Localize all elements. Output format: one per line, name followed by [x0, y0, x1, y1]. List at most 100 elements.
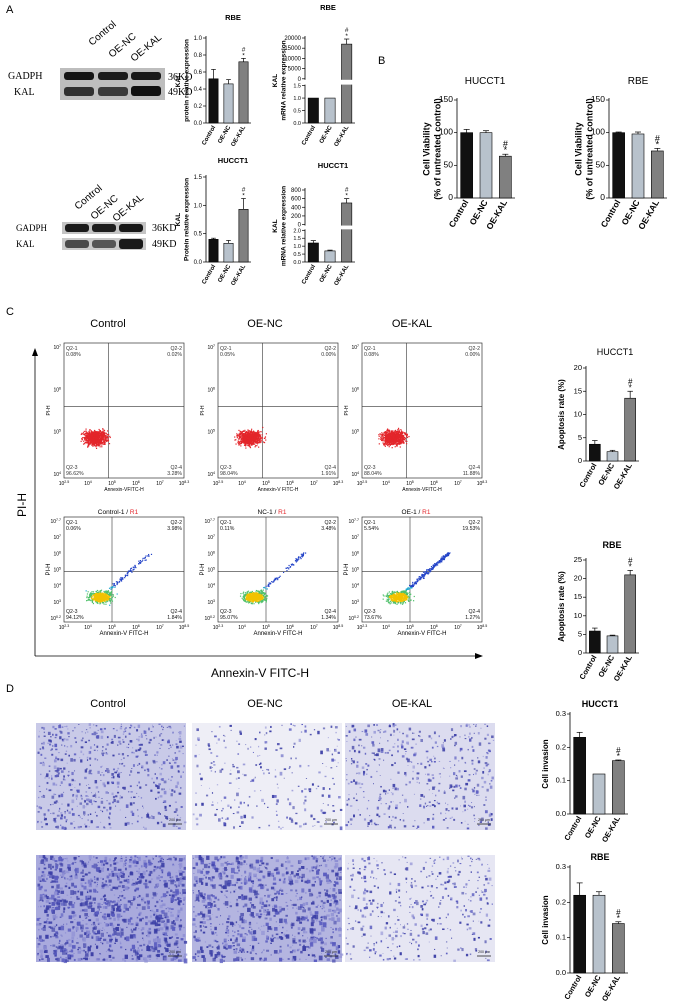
- event-dot: [435, 565, 437, 567]
- event-dot: [245, 441, 248, 443]
- event-dot: [88, 596, 90, 599]
- event-dot: [295, 558, 297, 560]
- event-dot: [87, 591, 89, 593]
- plot-frame: [361, 516, 483, 623]
- x-tick-label: 108.5: [477, 624, 488, 631]
- event-dot: [116, 582, 118, 584]
- event-dot: [390, 598, 392, 600]
- event-dot: [250, 434, 252, 436]
- event-dot: [246, 431, 248, 434]
- event-dot: [88, 597, 91, 599]
- event-dot: [238, 443, 240, 445]
- event-dot: [444, 557, 446, 559]
- event-dot: [386, 442, 388, 444]
- event-dot: [261, 590, 263, 593]
- event-dot: [405, 432, 407, 434]
- event-dot: [398, 599, 400, 601]
- event-dot: [395, 443, 397, 445]
- plot-y-label: PI-H: [344, 405, 350, 415]
- event-dot: [257, 433, 259, 435]
- quadrant-label: Q2-4: [324, 609, 336, 615]
- event-dot: [252, 433, 254, 435]
- event-dot: [385, 600, 388, 602]
- event-dot: [407, 588, 410, 590]
- event-dot: [393, 438, 396, 440]
- event-dot: [247, 590, 250, 592]
- event-dot: [385, 436, 388, 439]
- event-dot: [384, 438, 387, 440]
- event-dot: [389, 603, 391, 605]
- event-dot: [95, 591, 97, 593]
- event-dot: [106, 435, 108, 437]
- event-dot: [388, 431, 391, 433]
- event-dot: [254, 434, 257, 436]
- event-dot: [394, 600, 396, 602]
- event-dot: [249, 599, 251, 601]
- event-dot: [386, 595, 388, 598]
- event-dot: [87, 433, 89, 435]
- event-dot: [383, 434, 385, 436]
- event-dot: [102, 433, 104, 435]
- event-dot: [404, 594, 406, 596]
- event-dot: [400, 600, 402, 602]
- event-dot: [297, 556, 300, 559]
- event-dot: [251, 602, 253, 604]
- event-dot: [104, 590, 107, 592]
- event-dot: [101, 440, 103, 443]
- event-dot: [110, 598, 113, 600]
- event-dot: [392, 441, 394, 443]
- event-dot: [400, 441, 402, 443]
- event-dot: [98, 442, 100, 444]
- y-tick-label: 105: [53, 567, 61, 574]
- event-dot: [244, 443, 246, 445]
- event-dot: [255, 594, 257, 596]
- event-dot: [95, 444, 98, 447]
- x-tick-label: 106: [132, 480, 140, 487]
- event-dot: [121, 578, 123, 581]
- event-dot: [431, 566, 433, 569]
- event-dot: [388, 443, 390, 445]
- event-dot: [250, 596, 252, 599]
- event-dot: [94, 594, 97, 596]
- event-dot: [89, 438, 91, 440]
- event-dot: [258, 440, 260, 442]
- event-dot: [258, 590, 260, 593]
- event-dot: [397, 436, 399, 439]
- event-dot: [378, 435, 380, 437]
- x-tick-label: 104: [382, 624, 390, 631]
- event-dot: [134, 564, 136, 567]
- event-dot: [253, 596, 256, 598]
- event-dot: [257, 594, 259, 597]
- event-dot: [386, 428, 389, 430]
- event-dot: [84, 439, 86, 441]
- event-dot: [400, 443, 402, 445]
- event-dot: [94, 597, 97, 599]
- event-dot: [91, 442, 94, 444]
- event-dot: [250, 591, 252, 593]
- event-dot: [251, 444, 253, 446]
- event-dot: [400, 436, 402, 439]
- event-dot: [382, 436, 384, 438]
- event-dot: [235, 439, 237, 441]
- event-dot: [116, 593, 118, 595]
- event-dot: [395, 595, 397, 598]
- event-dot: [395, 595, 397, 597]
- event-dot: [88, 443, 90, 445]
- event-dot: [97, 432, 99, 434]
- event-dot: [422, 577, 425, 580]
- event-dot: [289, 566, 291, 568]
- flow-top-plot-1: Q2-10.05%Q2-20.00%Q2-398.04%Q2-41.91%102…: [200, 342, 343, 493]
- event-dot: [421, 573, 423, 576]
- event-dot: [248, 440, 250, 442]
- event-dot: [390, 597, 392, 599]
- event-dot: [255, 442, 257, 444]
- event-dot: [113, 583, 115, 585]
- event-dot: [244, 598, 247, 600]
- event-dot: [99, 592, 101, 594]
- event-dot: [145, 559, 147, 561]
- event-dot: [254, 435, 256, 437]
- event-dot: [394, 440, 396, 442]
- event-dot: [86, 596, 88, 599]
- event-dot: [395, 600, 397, 603]
- event-dot: [94, 441, 96, 443]
